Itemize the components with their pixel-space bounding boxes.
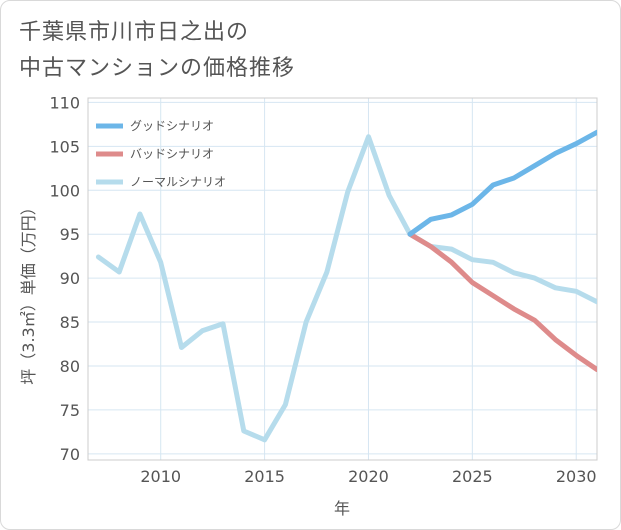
plot-frame	[87, 97, 598, 461]
x-axis-label: 年	[334, 499, 350, 518]
x-tick-label: 2030	[556, 467, 597, 486]
x-tick-label: 2020	[348, 467, 389, 486]
y-tick-label: 75	[60, 401, 80, 420]
chart-title-line2: 中古マンションの価格推移	[19, 56, 296, 81]
x-axis-ticks: 2010 2015 2020 2025 2030	[140, 467, 596, 486]
chart-title-line1: 千葉県市川市日之出の	[19, 20, 250, 45]
bad-scenario-line	[407, 231, 597, 372]
y-tick-label: 95	[60, 225, 80, 244]
good-scenario-line	[407, 129, 597, 237]
y-axis-ticks: 70 75 80 85 90 95 100 105 110	[49, 93, 80, 463]
normal-scenario-legend: ノーマルシナリオ	[130, 175, 226, 189]
normal-scenario-line	[95, 134, 597, 443]
chart-title: 千葉県市川市日之出の 中古マンションの価格推移	[19, 15, 295, 87]
y-tick-label: 90	[60, 269, 80, 288]
y-tick-label: 110	[49, 93, 80, 112]
x-tick-label: 2025	[452, 467, 493, 486]
bad-scenario-legend: バッドシナリオ	[130, 147, 214, 161]
y-axis-label: 坪（3.3㎡）単価（万円）	[19, 199, 38, 384]
x-tick-label: 2015	[244, 467, 285, 486]
series-layer	[95, 129, 597, 443]
x-tick-label: 2010	[140, 467, 181, 486]
y-tick-label: 70	[60, 445, 80, 464]
grid	[88, 98, 597, 460]
y-tick-label: 105	[49, 137, 80, 156]
y-tick-label: 100	[49, 181, 80, 200]
y-tick-label: 80	[60, 357, 80, 376]
good-scenario-legend: グッドシナリオ	[130, 119, 214, 133]
y-tick-label: 85	[60, 313, 80, 332]
